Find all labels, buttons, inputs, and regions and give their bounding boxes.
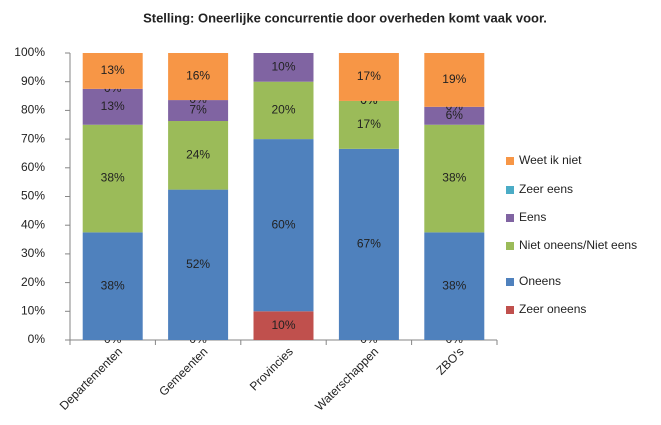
bar-segment xyxy=(253,53,314,82)
bar-segment xyxy=(168,189,229,340)
data-label: 24% xyxy=(186,147,210,161)
data-label: 17% xyxy=(357,69,381,83)
legend-swatch xyxy=(506,157,514,165)
data-label: 38% xyxy=(442,171,466,185)
y-tick-label: 10% xyxy=(21,303,45,317)
data-label: 16% xyxy=(186,69,210,83)
data-label: 19% xyxy=(442,72,466,86)
y-tick-label: 100% xyxy=(14,45,45,59)
data-label: 38% xyxy=(101,278,125,292)
bar-segment xyxy=(253,139,314,312)
chart-title: Stelling: Oneerlijke concurrentie door o… xyxy=(143,10,547,25)
y-tick-label: 50% xyxy=(21,189,45,203)
bar-segment xyxy=(424,53,485,107)
y-tick-label: 80% xyxy=(21,103,45,117)
bar-segment xyxy=(168,53,229,101)
x-tick-label: Departementen xyxy=(57,344,125,412)
bar-segment xyxy=(253,81,314,140)
legend-label: Eens xyxy=(519,210,546,224)
legend-label: Weet ik niet xyxy=(519,153,582,167)
y-tick-label: 40% xyxy=(21,217,45,231)
bar-segment xyxy=(424,106,485,125)
x-tick-label: Gemeenten xyxy=(156,344,210,398)
legend-swatch xyxy=(506,278,514,286)
x-tick-label: Provincies xyxy=(247,344,296,393)
data-label: 60% xyxy=(271,217,295,231)
legend-swatch xyxy=(506,306,514,314)
bar-segment xyxy=(82,53,143,89)
legend-swatch xyxy=(506,242,514,250)
data-label: 6% xyxy=(446,108,464,122)
y-tick-label: 0% xyxy=(28,332,46,346)
legend-label: Niet oneens/Niet eens xyxy=(519,238,637,252)
data-label: 7% xyxy=(189,103,207,117)
bar-segment xyxy=(168,121,229,190)
data-label: 38% xyxy=(101,171,125,185)
legend-label: Zeer eens xyxy=(519,182,573,196)
bar-segment xyxy=(424,124,485,233)
y-tick-label: 60% xyxy=(21,160,45,174)
bar-segment xyxy=(338,100,399,149)
bar-segment xyxy=(82,232,143,340)
data-label: 13% xyxy=(101,63,125,77)
y-tick-label: 70% xyxy=(21,131,45,145)
bar-segment xyxy=(338,53,399,101)
y-tick-label: 30% xyxy=(21,246,45,260)
legend-swatch xyxy=(506,186,514,194)
data-label: 52% xyxy=(186,257,210,271)
bar-segment xyxy=(82,88,143,125)
bar-segment xyxy=(82,124,143,233)
bar-segment xyxy=(253,311,314,340)
data-label: 10% xyxy=(271,60,295,74)
x-tick-label: ZBO's xyxy=(433,344,466,377)
legend-swatch xyxy=(506,214,514,222)
data-label: 67% xyxy=(357,237,381,251)
data-label: 17% xyxy=(357,117,381,131)
bar-segment xyxy=(168,100,229,122)
legend-label: Zeer oneens xyxy=(519,302,586,316)
bar-segment xyxy=(338,148,399,340)
bar-segment xyxy=(424,232,485,340)
x-tick-label: Waterschappen xyxy=(312,344,381,413)
y-tick-label: 90% xyxy=(21,74,45,88)
data-label: 38% xyxy=(442,278,466,292)
y-tick-label: 20% xyxy=(21,275,45,289)
data-label: 10% xyxy=(271,318,295,332)
legend-label: Oneens xyxy=(519,274,561,288)
data-label: 20% xyxy=(271,103,295,117)
data-label: 13% xyxy=(101,99,125,113)
